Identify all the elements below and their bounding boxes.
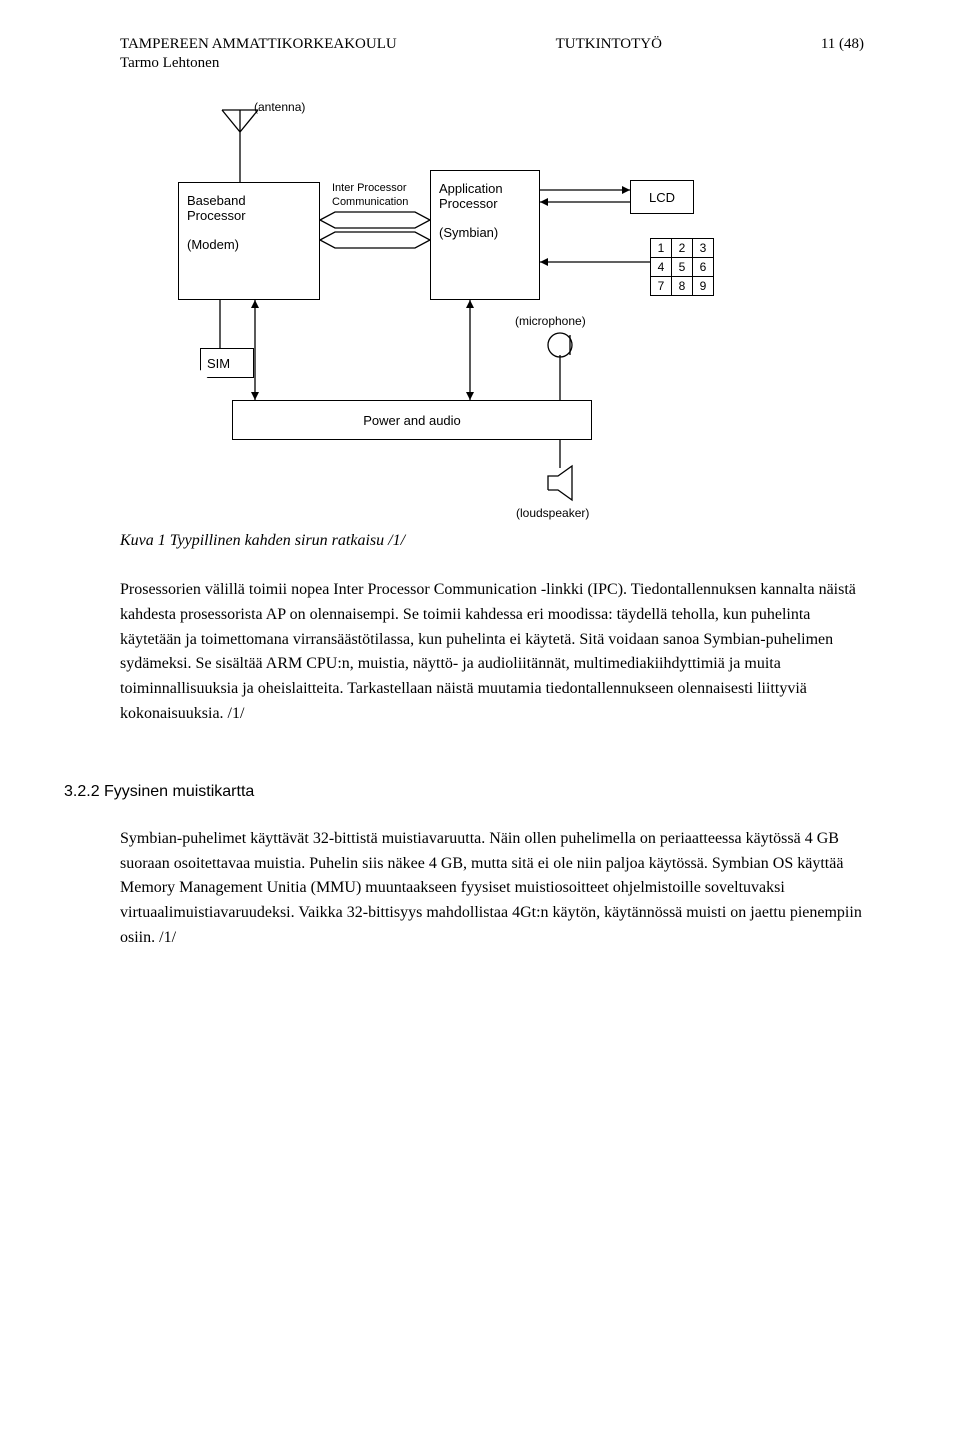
key-3: 3 [693, 239, 714, 258]
header-author: Tarmo Lehtonen [120, 55, 864, 72]
sim-box: SIM [200, 348, 254, 378]
lcd-label: LCD [631, 190, 693, 205]
key-5: 5 [672, 258, 693, 277]
app-l3: (Symbian) [439, 225, 531, 240]
paragraph-2: Symbian-puhelimet käyttävät 32-bittistä … [120, 827, 864, 951]
key-4: 4 [651, 258, 672, 277]
diagram-svg [160, 90, 780, 520]
header-center: TUTKINTOTYÖ [556, 36, 662, 53]
key-8: 8 [672, 277, 693, 296]
key-6: 6 [693, 258, 714, 277]
header-right: 11 (48) [821, 36, 864, 53]
app-l2: Processor [439, 196, 531, 211]
power-audio-box: Power and audio [232, 400, 592, 440]
app-l1: Application [439, 181, 531, 196]
key-7: 7 [651, 277, 672, 296]
ipc-l1: Inter Processor [332, 182, 407, 194]
microphone-label: (microphone) [515, 314, 586, 328]
figure-caption: Kuva 1 Tyypillinen kahden sirun ratkaisu… [120, 532, 864, 550]
section-heading: 3.2.2 Fyysinen muistikartta [64, 783, 864, 801]
baseband-l2: Processor [187, 208, 311, 223]
baseband-l3: (Modem) [187, 237, 311, 252]
baseband-box: Baseband Processor (Modem) [178, 182, 320, 300]
ipc-l2: Communication [332, 196, 408, 208]
baseband-l1: Baseband [187, 193, 311, 208]
keypad: 1 2 3 4 5 6 7 8 9 [650, 238, 714, 296]
key-2: 2 [672, 239, 693, 258]
antenna-label: (antenna) [254, 100, 305, 114]
page: TAMPEREEN AMMATTIKORKEAKOULU TUTKINTOTYÖ… [0, 0, 960, 1429]
sim-label: SIM [207, 356, 253, 371]
key-9: 9 [693, 277, 714, 296]
loudspeaker-label: (loudspeaker) [516, 506, 589, 520]
page-header: TAMPEREEN AMMATTIKORKEAKOULU TUTKINTOTYÖ… [120, 36, 864, 53]
header-left: TAMPEREEN AMMATTIKORKEAKOULU [120, 36, 397, 53]
lcd-box: LCD [630, 180, 694, 214]
power-audio-label: Power and audio [233, 413, 591, 428]
application-box: Application Processor (Symbian) [430, 170, 540, 300]
paragraph-1: Prosessorien välillä toimii nopea Inter … [120, 578, 864, 727]
block-diagram: (antenna) Baseband Processor (Modem) Int… [160, 90, 780, 520]
key-1: 1 [651, 239, 672, 258]
